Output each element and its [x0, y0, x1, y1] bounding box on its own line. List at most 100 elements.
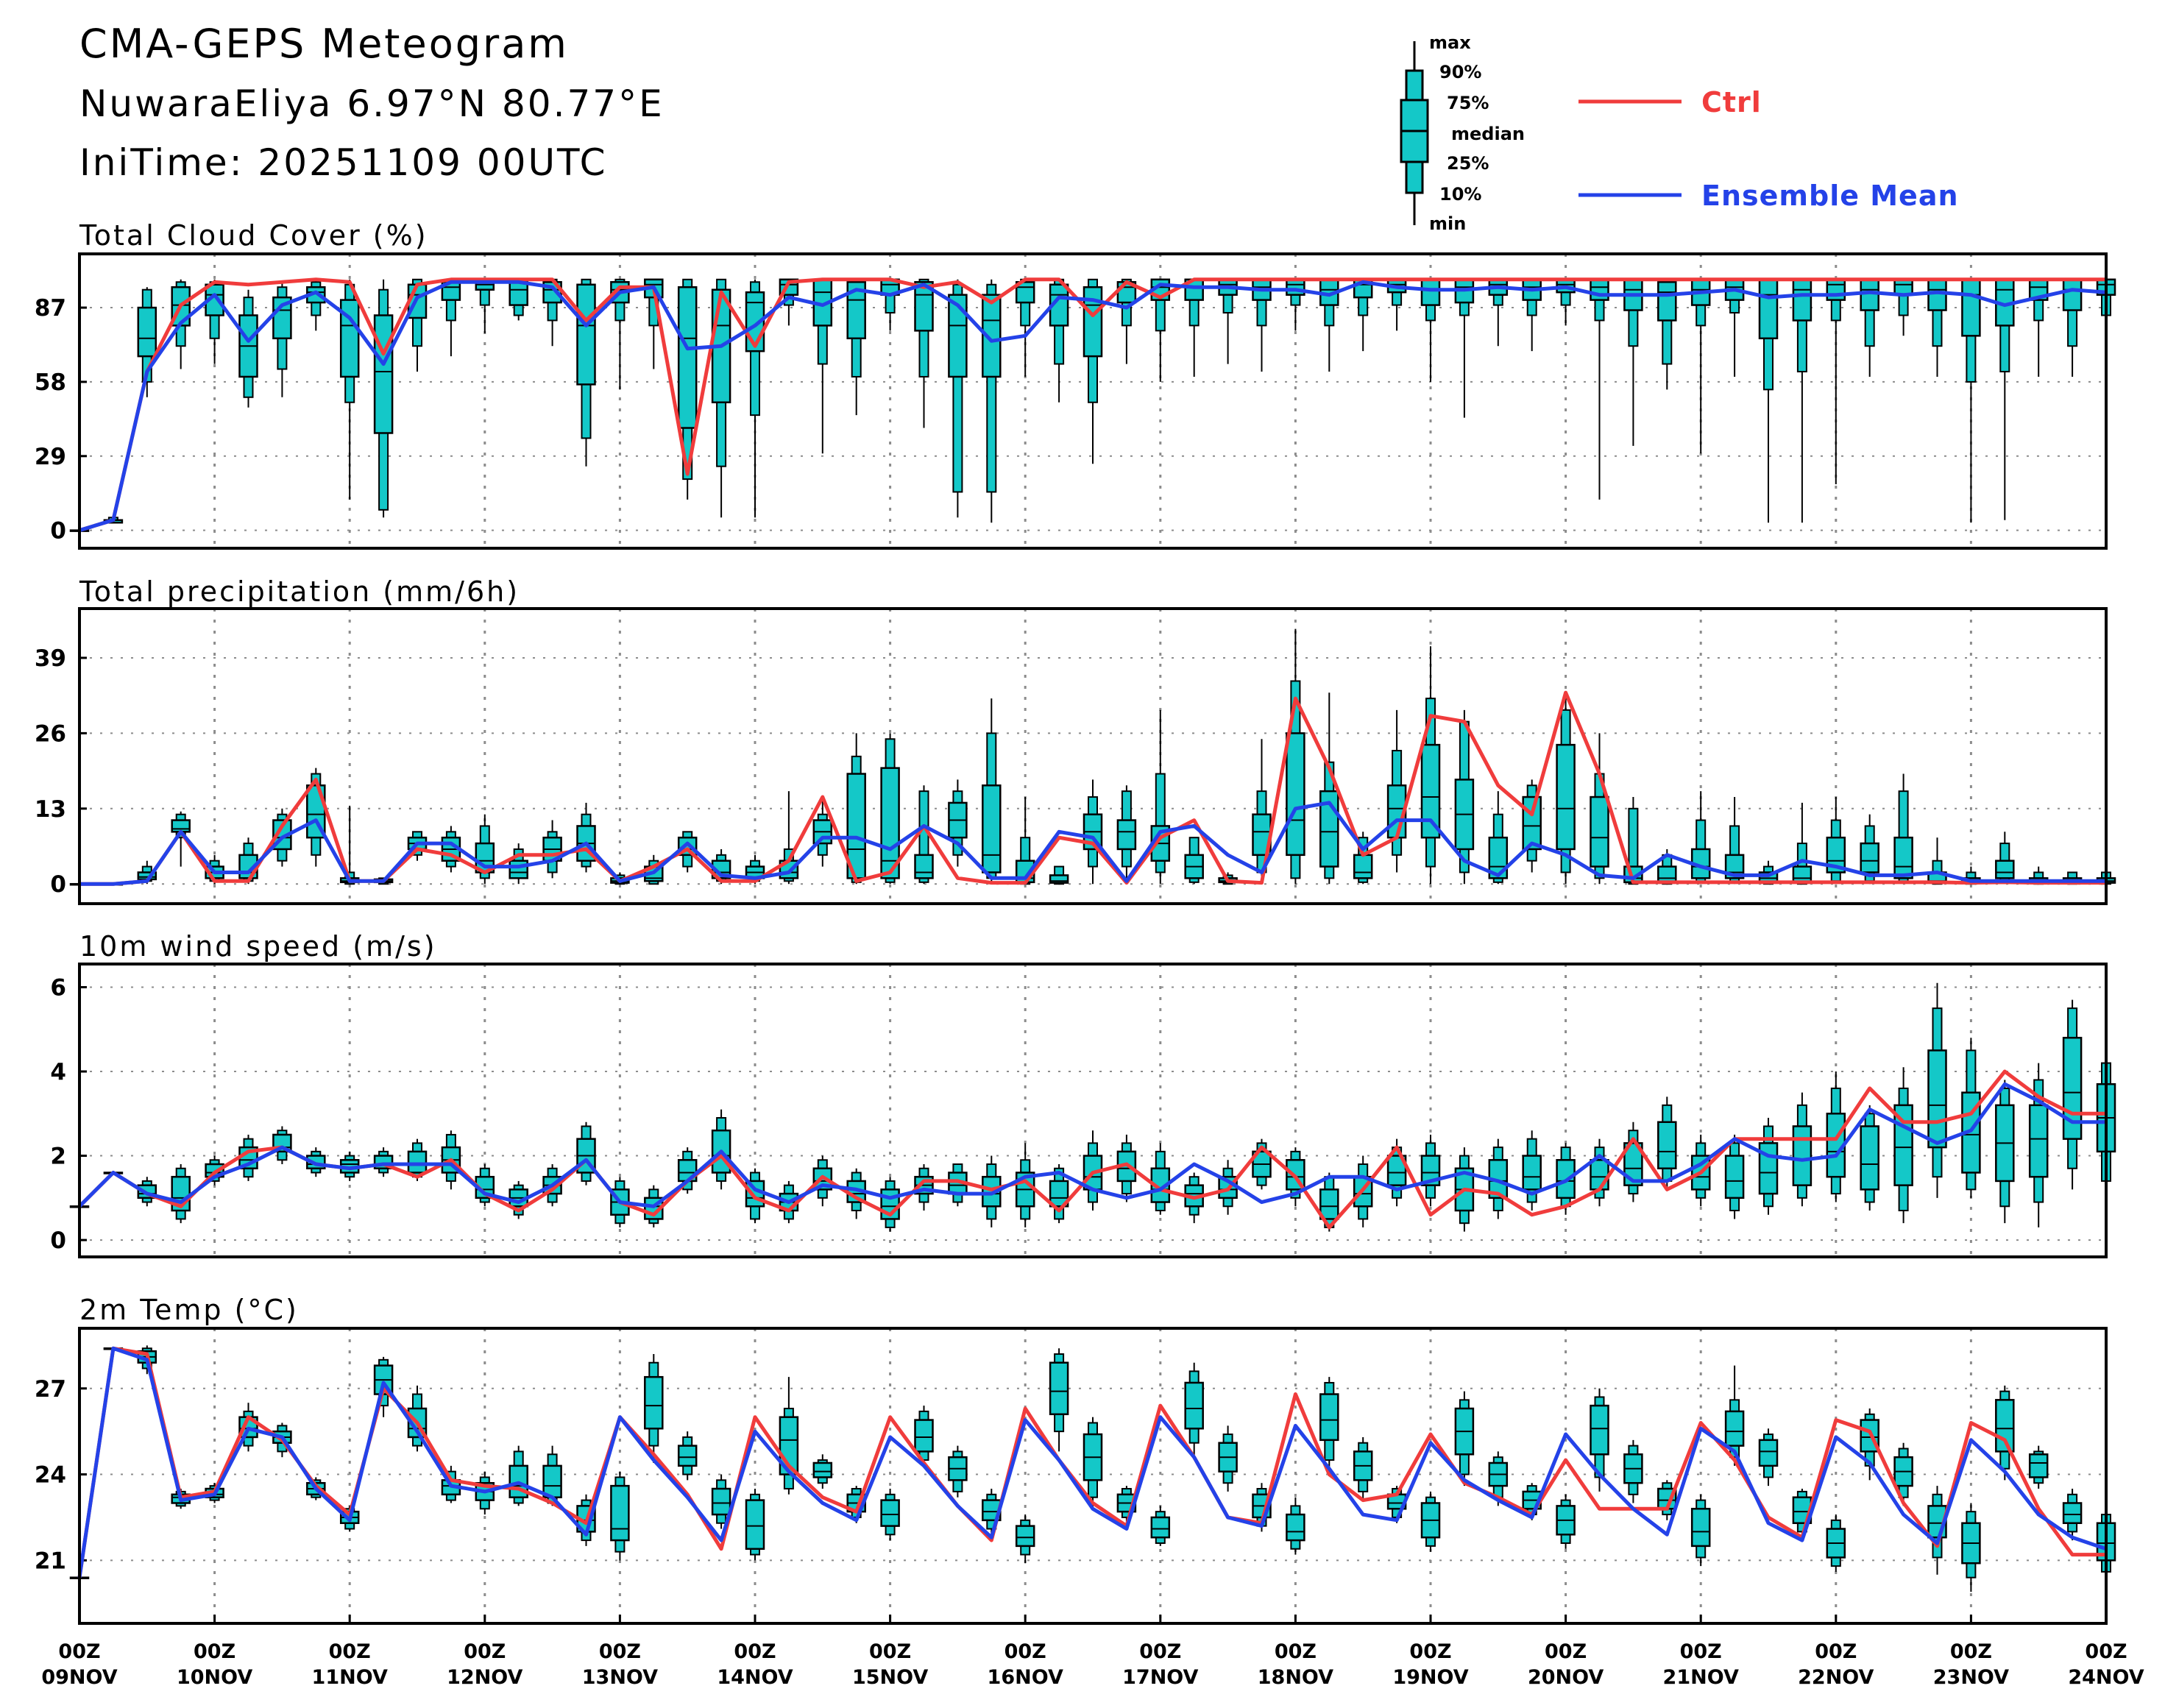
x-tick-hour: 00Z [1950, 1640, 1992, 1663]
box-plot [1150, 1506, 1171, 1546]
box-25-75 [1724, 1410, 1745, 1447]
y-tick-label: 0 [50, 871, 66, 898]
box-25-75 [1286, 732, 1305, 857]
box-25-75 [1420, 278, 1441, 306]
box-25-75 [1927, 278, 1947, 311]
box-plot [610, 1471, 630, 1561]
box-plot [1184, 837, 1204, 885]
box-plot [812, 1454, 833, 1489]
box-25-75 [711, 1487, 731, 1516]
box-25-75 [373, 314, 394, 434]
box-plot [1353, 1436, 1373, 1500]
x-tick-hour: 00Z [58, 1640, 100, 1663]
box-plot [1657, 278, 1677, 390]
panel-title-temp: 2m Temp (°C) [79, 1294, 299, 1326]
box-plot [1556, 1494, 1576, 1549]
box-plot [373, 279, 394, 518]
box-25-75 [948, 294, 968, 378]
box-plot [711, 1474, 731, 1529]
legend-label-max: max [1429, 32, 1471, 53]
box-plot [948, 279, 968, 518]
y-tick-label: 26 [35, 720, 66, 747]
box-plot [1184, 1362, 1204, 1458]
box-25-75 [610, 1484, 630, 1542]
box-plot [1319, 1172, 1339, 1232]
box-plot [1420, 1491, 1441, 1552]
y-tick-label: 29 [35, 444, 66, 470]
chart-init-time: IniTime: 20251109 00UTC [79, 141, 608, 184]
box-plot [914, 1406, 934, 1466]
x-tick-date: 19NOV [1392, 1666, 1468, 1689]
y-tick-label: 2 [50, 1144, 66, 1170]
x-tick-date: 23NOV [1933, 1666, 2009, 1689]
box-25-75 [137, 306, 157, 358]
box-plot [1488, 791, 1509, 885]
y-tick-label: 27 [35, 1376, 66, 1403]
box-plot [1420, 1134, 1441, 1207]
box-plot [1623, 1439, 1643, 1503]
box-plot [1792, 278, 1813, 523]
box-25-75 [1116, 819, 1137, 851]
box-25-75 [1860, 842, 1879, 874]
panel-3: 21 24 27 [35, 1327, 2116, 1625]
x-tick-hour: 00Z [1139, 1640, 1181, 1663]
x-tick-date: 16NOV [988, 1666, 1063, 1689]
x-tick-date: 13NOV [582, 1666, 658, 1689]
box-plot [238, 289, 258, 408]
x-tick-hour: 00Z [1680, 1640, 1722, 1663]
y-tick-label: 24 [35, 1462, 66, 1489]
box-25-75 [745, 1499, 765, 1551]
box-plot [1690, 1494, 1711, 1567]
box-25-75 [1792, 1125, 1813, 1186]
x-tick-date: 20NOV [1528, 1666, 1604, 1689]
box-25-75 [880, 1499, 900, 1527]
box-25-75 [1590, 1404, 1609, 1456]
legend-upper-10-90 [1405, 69, 1424, 102]
legend-label-90: 90% [1439, 62, 1481, 82]
panel-title-wind: 10m wind speed (m/s) [79, 930, 437, 963]
box-25-75 [1657, 865, 1677, 884]
panel-1: 0 13 26 39 [35, 607, 2116, 905]
box-plot [1893, 773, 1913, 885]
box-plot [711, 278, 731, 518]
box-plot [880, 1489, 900, 1541]
box-plot [1961, 278, 1981, 523]
y-tick-label: 21 [35, 1548, 66, 1574]
box-25-75 [1353, 854, 1373, 879]
x-tick-hour: 00Z [329, 1640, 371, 1663]
box-25-75 [1961, 278, 1981, 337]
box-25-75 [1893, 836, 1913, 879]
box-25-75 [1420, 1155, 1441, 1186]
box-plot [1657, 848, 1677, 885]
legend-label-75: 75% [1447, 93, 1489, 113]
box-plot [745, 279, 765, 518]
box-25-75 [846, 773, 866, 879]
box-25-75 [1184, 1381, 1204, 1430]
legend-ctrl-label: Ctrl [1701, 86, 1762, 118]
box-plot [1488, 1451, 1509, 1506]
legend-lower-10-90 [1405, 160, 1424, 194]
box-plot [1049, 1164, 1069, 1224]
chart-location: NuwaraEliya 6.97°N 80.77°E [79, 82, 665, 125]
panel-frame [78, 252, 2108, 550]
box-25-75 [1150, 1516, 1171, 1539]
box-plot [982, 1155, 1002, 1227]
box-25-75 [812, 1461, 833, 1478]
box-plot [1961, 1503, 1981, 1592]
panel-frame [78, 1327, 2108, 1625]
box-plot [1286, 628, 1305, 885]
x-tick-hour: 00Z [599, 1640, 641, 1663]
box-25-75 [1049, 1361, 1069, 1416]
box-plot [846, 278, 866, 416]
x-tick-date: 15NOV [852, 1666, 928, 1689]
box-plot [1893, 1442, 1913, 1506]
box-25-75 [982, 1175, 1002, 1208]
box-25-75 [1860, 1125, 1879, 1191]
box-plot [1590, 1388, 1609, 1492]
box-plot [306, 279, 326, 331]
box-25-75 [1893, 278, 1913, 296]
box-plot [509, 278, 528, 321]
box-plot [1860, 1105, 1879, 1211]
box-25-75 [2028, 1104, 2049, 1178]
